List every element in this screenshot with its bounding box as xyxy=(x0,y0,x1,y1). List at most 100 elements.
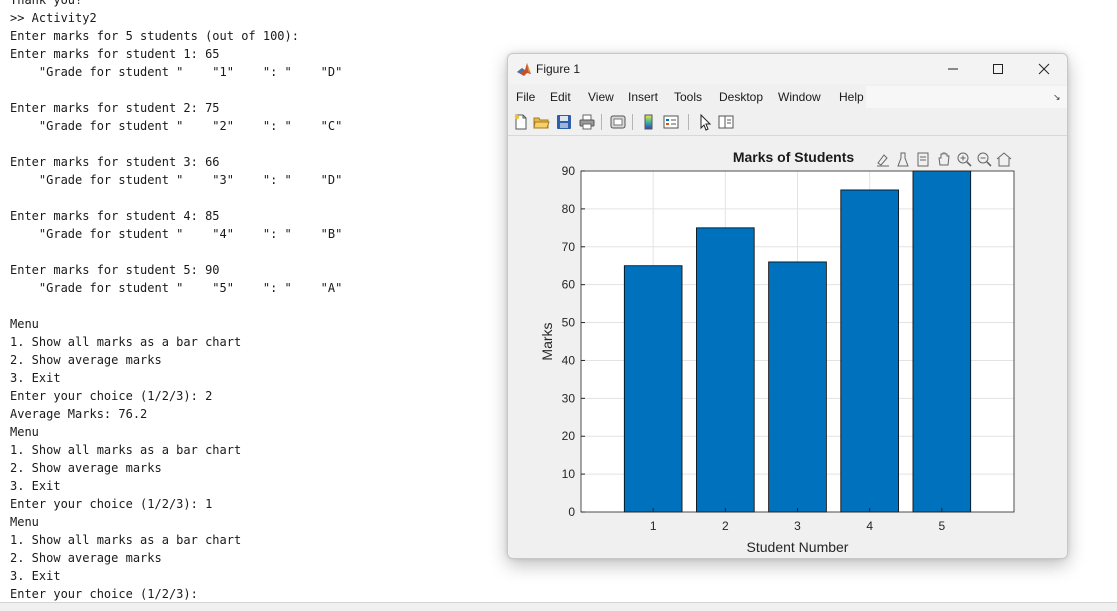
console-line xyxy=(10,243,342,261)
figure-title-bar[interactable]: Figure 1 xyxy=(508,54,1067,84)
axes-toolbar xyxy=(877,152,1012,167)
y-tick-label: 90 xyxy=(562,164,576,178)
maximize-button[interactable] xyxy=(975,54,1021,84)
bar-chart[interactable]: 0 10 20 30 40 50 60 70 80 90 1 2 3 4 5 Marks of Student… xyxy=(508,136,1067,558)
console-line xyxy=(10,135,342,153)
print-icon[interactable] xyxy=(578,113,596,131)
figure-window[interactable]: Figure 1 File Edit View Insert Tools Des… xyxy=(507,53,1068,559)
console-line: Enter your choice (1/2/3): 1 xyxy=(10,497,213,511)
console-line: Enter marks for student 2: 75 xyxy=(10,101,220,115)
status-bar xyxy=(0,602,1117,611)
bar[interactable] xyxy=(912,170,972,513)
console-line: 1. Show all marks as a bar chart xyxy=(10,533,242,547)
menu-insert[interactable]: Insert xyxy=(628,90,659,104)
y-tick-label: 30 xyxy=(562,391,576,405)
console-line: "Grade for student " "4" ": " "B" xyxy=(10,227,343,241)
console-line: Average Marks: 76.2 xyxy=(10,407,148,421)
y-tick-label: 80 xyxy=(562,202,576,216)
y-tick-label: 0 xyxy=(568,505,575,519)
zoom-out-icon[interactable] xyxy=(977,152,992,167)
brush-icon[interactable] xyxy=(877,154,889,167)
console-line: Enter marks for 5 students (out of 100): xyxy=(10,29,299,43)
console-line: Enter your choice (1/2/3): xyxy=(10,587,198,601)
console-line xyxy=(10,297,342,315)
y-tick-label: 10 xyxy=(562,467,576,481)
y-tick-label: 20 xyxy=(562,429,576,443)
console-line: 3. Exit xyxy=(10,371,61,385)
console-line: "Grade for student " "2" ": " "C" xyxy=(10,119,343,133)
property-editor-icon[interactable] xyxy=(717,113,735,131)
x-tick-label: 5 xyxy=(938,519,945,533)
console-line: 2. Show average marks xyxy=(10,551,162,565)
y-axis-label: Marks xyxy=(539,322,555,360)
pan-icon[interactable] xyxy=(938,152,950,166)
menu-help[interactable]: Help xyxy=(839,90,864,104)
minimize-button[interactable] xyxy=(930,54,976,84)
console-line xyxy=(10,189,342,207)
menu-view[interactable]: View xyxy=(588,90,614,104)
toolbar-separator xyxy=(632,114,633,130)
close-button[interactable] xyxy=(1021,54,1067,84)
console-line: 2. Show average marks xyxy=(10,353,162,367)
x-tick-label: 3 xyxy=(794,519,801,533)
y-tick-label: 50 xyxy=(562,316,576,330)
console-line: "Grade for student " "3" ": " "D" xyxy=(10,173,343,187)
chart-title: Marks of Students xyxy=(733,149,855,165)
console-line: Enter your choice (1/2/3): 2 xyxy=(10,389,213,403)
toolbar-separator xyxy=(688,114,689,130)
x-tick-label: 2 xyxy=(722,519,729,533)
toolbar-separator xyxy=(601,114,602,130)
command-window-output: Thank you! >> Activity2 Enter marks for 5 … xyxy=(10,0,342,603)
save-icon[interactable] xyxy=(555,113,573,131)
console-line: 3. Exit xyxy=(10,479,61,493)
data-tips-icon[interactable] xyxy=(897,152,909,167)
figure-toolbar xyxy=(508,109,1067,136)
console-line: "Grade for student " "1" ": " "D" xyxy=(10,65,343,79)
console-line: Enter marks for student 3: 66 xyxy=(10,155,220,169)
y-tick-label: 60 xyxy=(562,278,576,292)
console-line: Menu xyxy=(10,425,39,439)
console-line: Thank you! xyxy=(10,0,83,7)
menu-bar-filler xyxy=(866,86,1067,108)
x-tick-label: 1 xyxy=(650,519,657,533)
x-tick-label: 4 xyxy=(866,519,873,533)
menu-file[interactable]: File xyxy=(516,90,536,104)
console-line: 1. Show all marks as a bar chart xyxy=(10,335,242,349)
home-icon[interactable] xyxy=(996,152,1012,167)
figure-title: Figure 1 xyxy=(536,62,581,76)
colorbar-icon[interactable] xyxy=(640,113,658,131)
maximize-icon xyxy=(993,64,1003,74)
pointer-icon[interactable] xyxy=(696,113,714,131)
legend-icon[interactable] xyxy=(662,113,680,131)
new-file-icon[interactable] xyxy=(512,113,530,131)
bar[interactable] xyxy=(623,265,683,513)
matlab-logo-icon xyxy=(516,61,532,77)
export-icon[interactable] xyxy=(917,152,929,167)
console-line: Menu xyxy=(10,515,39,529)
bar[interactable] xyxy=(696,227,755,513)
console-line: "Grade for student " "5" ": " "A" xyxy=(10,281,343,295)
menu-tools[interactable]: Tools xyxy=(674,90,703,104)
bar[interactable] xyxy=(840,189,899,513)
minimize-icon xyxy=(948,68,958,70)
console-line xyxy=(10,81,342,99)
x-axis-label: Student Number xyxy=(747,539,849,555)
menu-desktop[interactable]: Desktop xyxy=(719,90,764,104)
close-icon xyxy=(1038,63,1050,75)
console-line: >> Activity2 xyxy=(10,11,97,25)
console-line: 1. Show all marks as a bar chart xyxy=(10,443,242,457)
menu-edit[interactable]: Edit xyxy=(550,90,571,104)
y-tick-label: 40 xyxy=(562,353,576,367)
console-line: Enter marks for student 5: 90 xyxy=(10,263,220,277)
bar[interactable] xyxy=(768,261,827,513)
open-folder-icon[interactable] xyxy=(532,113,550,131)
zoom-in-icon[interactable] xyxy=(957,152,972,167)
axes-area[interactable]: 0 10 20 30 40 50 60 70 80 90 1 2 3 4 5 Marks of Student… xyxy=(508,136,1067,558)
console-line: 2. Show average marks xyxy=(10,461,162,475)
menu-window[interactable]: Window xyxy=(778,90,821,104)
console-line: Enter marks for student 4: 85 xyxy=(10,209,220,223)
dock-figure-icon[interactable]: ↘ xyxy=(1053,92,1061,102)
y-tick-label: 70 xyxy=(562,240,576,254)
console-line: 3. Exit xyxy=(10,569,61,583)
print-preview-icon[interactable] xyxy=(609,113,627,131)
